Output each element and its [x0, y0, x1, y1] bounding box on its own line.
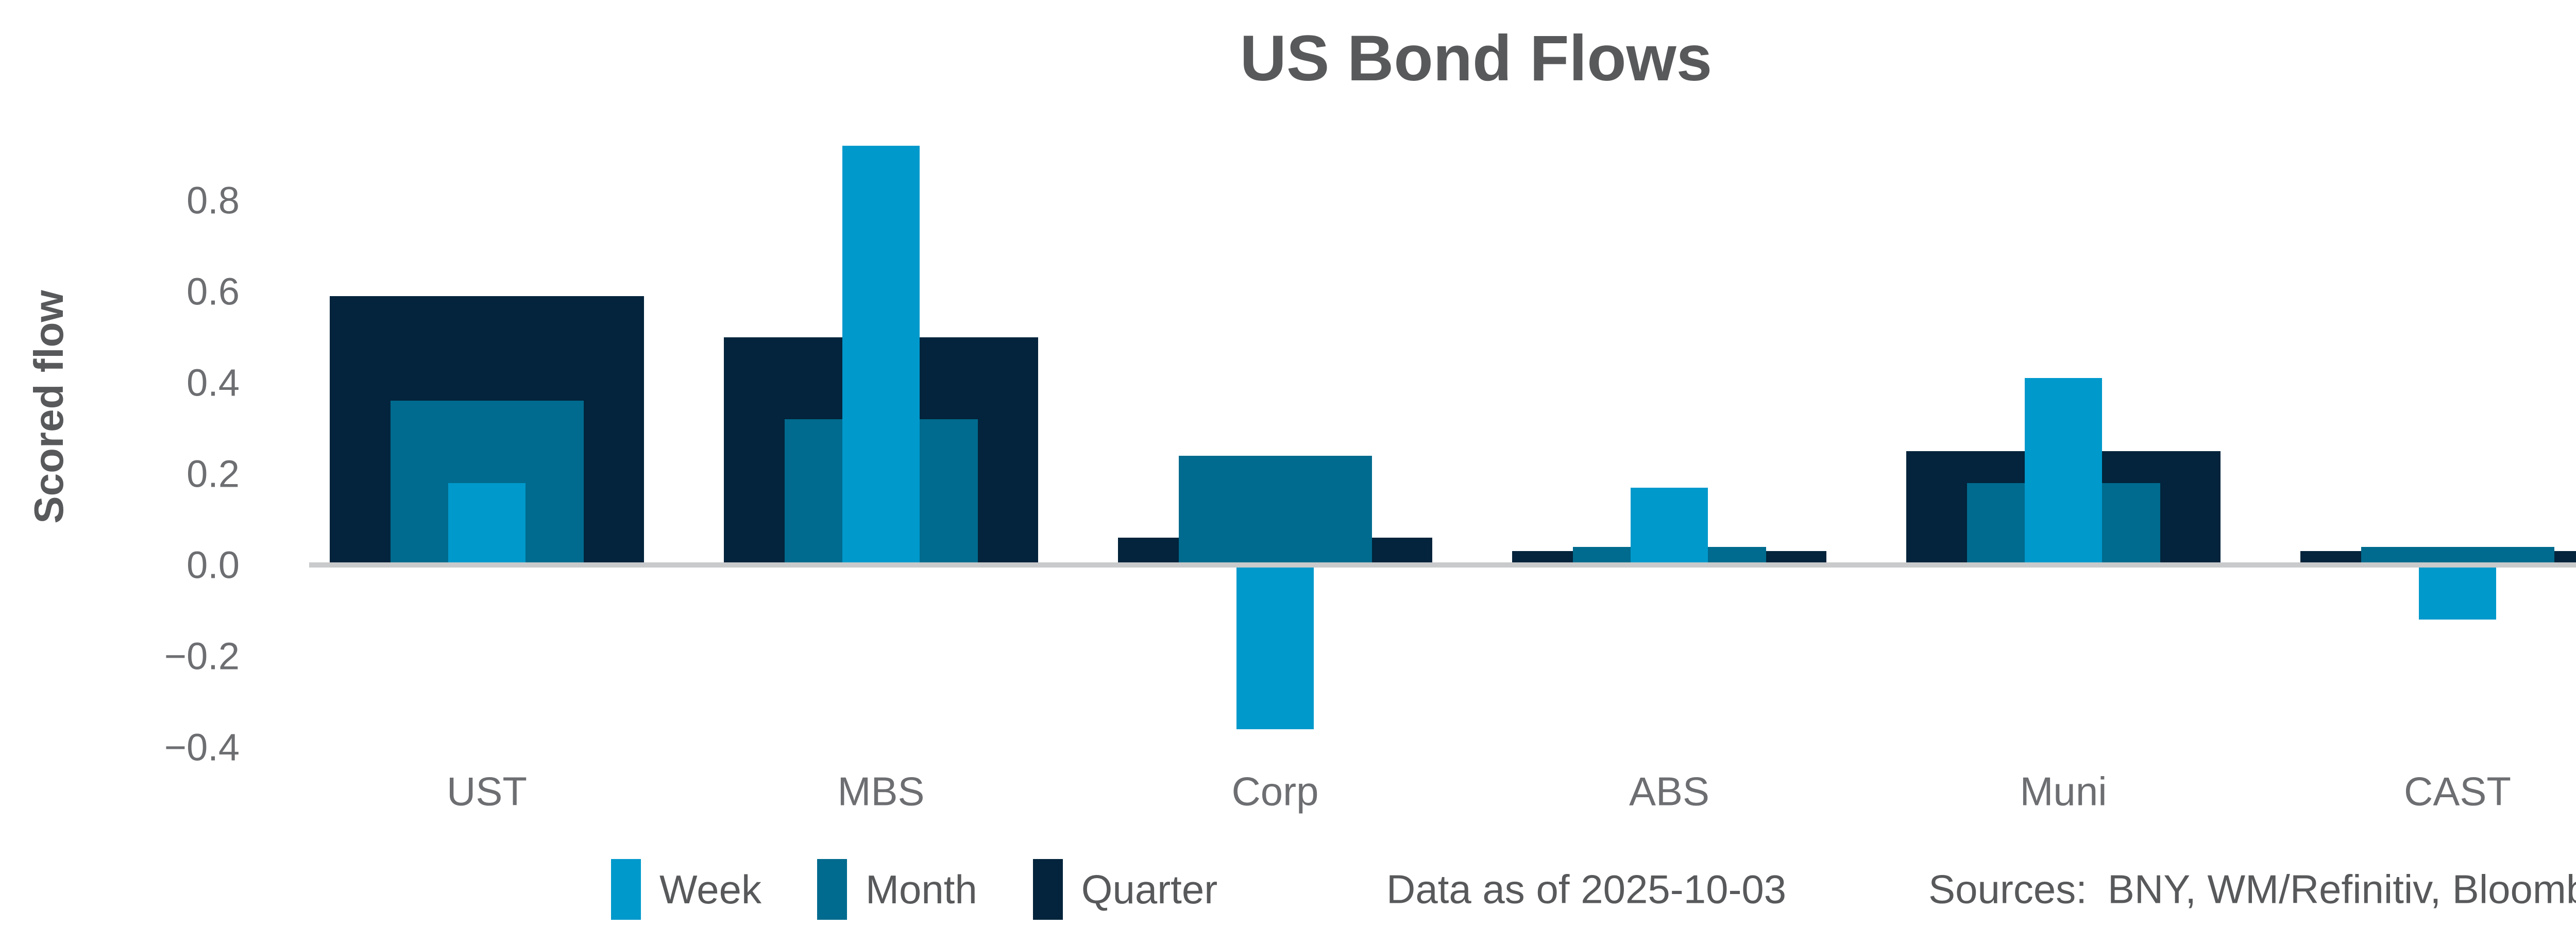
legend-item-quarter: Quarter [1032, 859, 1218, 920]
sources-note: Sources: BNY, WM/Refinitiv, Bloomberg [1928, 866, 2576, 913]
x-axis-baseline [309, 562, 2576, 568]
bar-week-corp [1236, 565, 1314, 729]
x-category-label-abs: ABS [1629, 768, 1710, 814]
bar-week-ust [448, 483, 526, 565]
bar-week-cast [2419, 565, 2496, 620]
y-tick-label: 0.6 [187, 270, 240, 313]
y-tick-label: 0.0 [187, 543, 240, 587]
bar-week-abs [1631, 487, 1708, 565]
bar-month-cast [2361, 546, 2554, 565]
bar-month-corp [1178, 455, 1372, 565]
y-tick-label: 0.4 [187, 361, 240, 404]
legend-swatch-quarter [1032, 859, 1063, 920]
y-tick-label: −0.2 [164, 634, 240, 678]
bar-week-mbs [842, 145, 920, 565]
chart-legend: Week Month Quarter [611, 859, 1217, 920]
bar-week-muni [2025, 378, 2102, 565]
chart-title: US Bond Flows [1240, 23, 1713, 94]
legend-label-quarter: Quarter [1081, 866, 1218, 912]
y-tick-label: −0.4 [164, 726, 240, 769]
x-category-label-mbs: MBS [837, 768, 925, 814]
legend-label-week: Week [659, 866, 761, 912]
legend-item-month: Month [817, 859, 977, 920]
x-category-label-ust: UST [447, 768, 527, 814]
legend-swatch-month [817, 859, 847, 920]
x-category-label-corp: Corp [1231, 768, 1319, 814]
x-category-label-muni: Muni [2020, 768, 2107, 814]
y-tick-label: 0.8 [187, 179, 240, 222]
y-axis-label: Scored flow [26, 290, 72, 524]
legend-item-week: Week [611, 859, 761, 920]
sources-value: BNY, WM/Refinitiv, Bloomberg [2107, 866, 2576, 912]
sources-label: Sources: [1928, 866, 2087, 912]
y-tick-label: 0.2 [187, 452, 240, 495]
x-category-label-cast: CAST [2403, 768, 2512, 814]
legend-swatch-week [611, 859, 641, 920]
legend-label-month: Month [865, 866, 977, 912]
data-as-of-note: Data as of 2025-10-03 [1386, 866, 1787, 912]
